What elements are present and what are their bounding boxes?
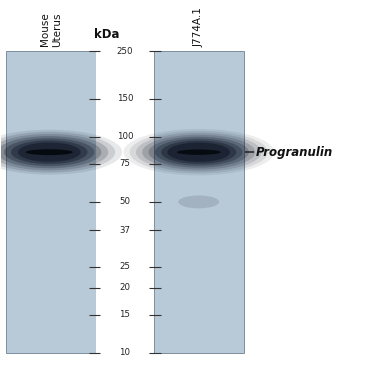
- Text: Progranulin: Progranulin: [256, 146, 333, 159]
- FancyBboxPatch shape: [6, 51, 96, 353]
- Text: 75: 75: [119, 159, 130, 168]
- Ellipse shape: [123, 129, 274, 176]
- Ellipse shape: [11, 140, 87, 164]
- Text: 100: 100: [117, 132, 133, 141]
- Ellipse shape: [148, 136, 249, 168]
- Text: 20: 20: [119, 283, 130, 292]
- Ellipse shape: [155, 139, 243, 166]
- Ellipse shape: [161, 141, 236, 164]
- Text: 37: 37: [119, 226, 130, 235]
- Text: 250: 250: [117, 46, 133, 56]
- Ellipse shape: [0, 130, 122, 175]
- Text: J774A.1: J774A.1: [194, 7, 204, 47]
- Text: 50: 50: [119, 197, 130, 206]
- Text: 25: 25: [119, 262, 130, 272]
- Text: 150: 150: [117, 94, 133, 104]
- Ellipse shape: [0, 136, 101, 168]
- Ellipse shape: [142, 135, 255, 170]
- Ellipse shape: [177, 150, 220, 155]
- Ellipse shape: [167, 142, 230, 162]
- Text: 15: 15: [119, 310, 130, 319]
- Text: kDa: kDa: [94, 28, 120, 41]
- Ellipse shape: [4, 138, 94, 166]
- Ellipse shape: [18, 142, 81, 162]
- Text: 10: 10: [119, 348, 130, 357]
- Ellipse shape: [178, 195, 219, 208]
- Ellipse shape: [136, 133, 261, 172]
- Bar: [96, 51, 154, 353]
- Ellipse shape: [0, 132, 115, 172]
- FancyBboxPatch shape: [154, 51, 243, 353]
- Ellipse shape: [0, 134, 108, 170]
- Ellipse shape: [26, 149, 73, 155]
- Ellipse shape: [130, 131, 268, 174]
- Text: Mouse
Uterus: Mouse Uterus: [40, 12, 62, 47]
